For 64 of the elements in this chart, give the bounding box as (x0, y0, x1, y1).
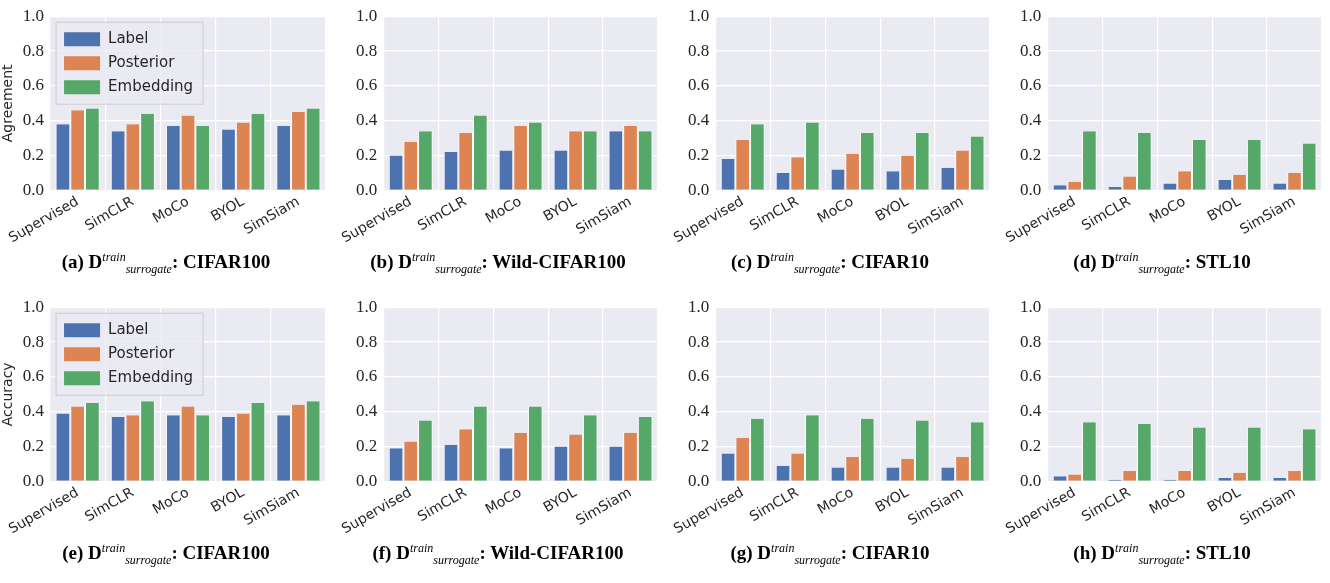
y-tick-label: 0.4 (1020, 401, 1042, 421)
y-tick-label: 1.0 (22, 5, 45, 25)
y-tick-label: 0.2 (22, 436, 45, 456)
y-tick-label: 0.8 (22, 40, 45, 60)
y-tick-label: 0.4 (688, 401, 710, 421)
y-tick-label: 0.8 (356, 331, 378, 351)
y-tick-label: 0.6 (22, 75, 45, 95)
y-tick-label: 0.8 (1020, 40, 1042, 60)
text: (a) D$^{train}$$_{surrogate}$: CIFAR100 (60, 250, 272, 278)
y-tick-label: 0.0 (22, 470, 45, 490)
y-tick-label: 0.8 (688, 331, 710, 351)
legend-label: Label (108, 320, 149, 339)
y-axis-title: Agreement (0, 63, 16, 143)
y-tick-label: 1.0 (688, 5, 710, 25)
legend-label: Posterior (108, 53, 176, 72)
y-tick-label: 0.6 (356, 75, 378, 95)
y-tick-label: 0.0 (356, 179, 378, 199)
y-tick-label: 0.4 (1020, 110, 1042, 130)
legend-label: Embedding (108, 368, 194, 387)
y-axis-title: Accuracy (0, 362, 16, 427)
y-tick-label: 0.0 (356, 470, 378, 490)
y-tick-label: 0.6 (1020, 366, 1042, 386)
y-tick-label: 0.8 (356, 40, 378, 60)
text: (h) D$^{train}$$_{surrogate}$: STL10 (1072, 541, 1252, 569)
y-tick-label: 0.4 (22, 401, 45, 421)
y-tick-label: 0.4 (688, 110, 710, 130)
text: (f) D$^{train}$$_{surrogate}$: Wild-CIFAR100 (371, 541, 625, 569)
legend-label: Label (108, 29, 149, 48)
y-tick-label: 0.6 (688, 366, 710, 386)
y-tick-label: 1.0 (22, 296, 45, 316)
text: (g) D$^{train}$$_{surrogate}$: CIFAR10 (729, 541, 931, 569)
legend-label: Posterior (108, 344, 176, 363)
y-tick-label: 1.0 (1020, 5, 1042, 25)
y-tick-label: 0.8 (688, 40, 710, 60)
y-tick-label: 0.0 (688, 470, 710, 490)
y-tick-label: 0.8 (22, 331, 45, 351)
y-tick-label: 0.6 (1020, 75, 1042, 95)
y-tick-label: 1.0 (356, 296, 378, 316)
y-tick-label: 0.4 (356, 401, 378, 421)
y-tick-label: 0.8 (1020, 331, 1042, 351)
y-tick-label: 0.2 (356, 145, 378, 165)
y-tick-label: 0.6 (688, 75, 710, 95)
text: (b) D$^{train}$$_{surrogate}$: Wild-CIFAR100 (369, 250, 627, 278)
y-tick-label: 0.2 (22, 145, 45, 165)
text: (e) D$^{train}$$_{surrogate}$: CIFAR100 (61, 541, 271, 569)
y-tick-label: 1.0 (356, 5, 378, 25)
y-tick-label: 0.4 (22, 110, 45, 130)
y-tick-label: 0.2 (1020, 145, 1042, 165)
y-tick-label: 0.2 (688, 436, 710, 456)
y-tick-label: 1.0 (688, 296, 710, 316)
text: (c) D$^{train}$$_{surrogate}$: CIFAR10 (730, 250, 930, 278)
y-tick-label: 0.2 (688, 145, 710, 165)
y-tick-label: 0.6 (356, 366, 378, 386)
y-tick-label: 1.0 (1020, 296, 1042, 316)
y-tick-label: 0.0 (22, 179, 45, 199)
y-tick-label: 0.0 (688, 179, 710, 199)
y-tick-label: 0.2 (356, 436, 378, 456)
legend-label: Embedding (108, 77, 194, 96)
text: (d) D$^{train}$$_{surrogate}$: STL10 (1072, 250, 1252, 278)
y-tick-label: 0.0 (1020, 179, 1042, 199)
y-tick-label: 0.6 (22, 366, 45, 386)
y-tick-label: 0.4 (356, 110, 378, 130)
y-tick-label: 0.0 (1020, 470, 1042, 490)
y-tick-label: 0.2 (1020, 436, 1042, 456)
